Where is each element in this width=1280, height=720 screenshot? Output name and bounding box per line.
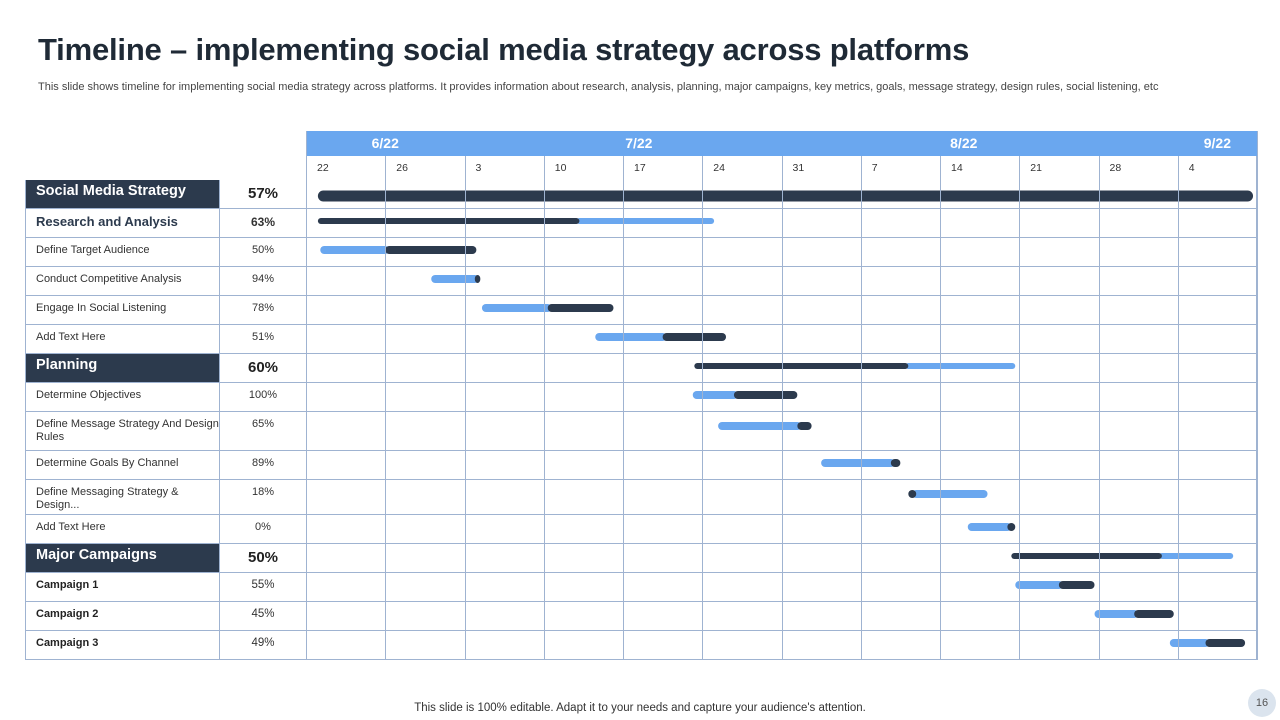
page-number: 16 [1248, 689, 1276, 717]
task-row: Define Messaging Strategy & Design... 18% [25, 480, 1257, 515]
section-row: Major Campaigns 50% [25, 544, 1257, 573]
task-row: Add Text Here 51% [25, 325, 1257, 354]
grid-line [860, 156, 862, 660]
task-row: Research and Analysis 63% [25, 209, 1257, 238]
task-row: Campaign 2 45% [25, 602, 1257, 631]
week-label: 31 [792, 162, 805, 174]
grid-line [1177, 156, 1179, 660]
month-label: 9/22 [1203, 135, 1231, 151]
grid-line [1257, 131, 1258, 660]
task-row: Campaign 3 49% [25, 631, 1257, 660]
footer-note: This slide is 100% editable. Adapt it to… [414, 702, 866, 714]
month-label: 6/22 [371, 135, 399, 151]
task-percent: 50% [219, 238, 306, 267]
task-percent: 45% [219, 602, 306, 631]
grid-line [385, 156, 387, 660]
task-name: Define Message Strategy And Design Rules [25, 412, 219, 451]
task-name: Conduct Competitive Analysis [25, 267, 219, 296]
grid-line [781, 156, 783, 660]
task-name: Research and Analysis [25, 209, 219, 238]
task-percent: 100% [219, 383, 306, 412]
task-row: Engage In Social Listening 78% [25, 296, 1257, 325]
task-percent: 18% [219, 480, 306, 515]
task-name: Determine Objectives [25, 383, 219, 412]
task-name: Campaign 3 [25, 631, 219, 660]
task-percent: 0% [219, 515, 306, 544]
week-label: 17 [634, 162, 646, 174]
task-percent: 78% [219, 296, 306, 325]
week-label: 24 [713, 162, 725, 174]
week-label: 3 [475, 162, 482, 174]
task-name: Engage In Social Listening [25, 296, 219, 325]
task-row: Add Text Here 0% [25, 515, 1257, 544]
task-percent: 63% [219, 209, 306, 238]
week-label: 7 [871, 162, 878, 174]
task-name: Campaign 2 [25, 602, 219, 631]
section-row: Social Media Strategy 57% [25, 180, 1257, 209]
grid-line [543, 156, 545, 660]
week-label: 14 [951, 162, 963, 174]
task-name: Define Messaging Strategy & Design... [25, 480, 219, 515]
week-header: 22 26 3 10 17 24 31 7 14 21 28 4 [306, 156, 1257, 180]
task-percent: 49% [219, 631, 306, 660]
grid-line [940, 156, 941, 660]
section-name: Social Media Strategy [25, 180, 219, 209]
task-percent: 60% [219, 354, 306, 383]
grid-line [464, 156, 466, 660]
task-percent: 50% [219, 544, 306, 573]
task-name: Add Text Here [25, 515, 219, 544]
task-row: Determine Goals By Channel 89% [25, 451, 1257, 480]
task-row: Define Message Strategy And Design Rules… [25, 412, 1257, 451]
grid-line [1098, 156, 1100, 660]
week-label: 4 [1188, 162, 1195, 174]
section-name: Planning [25, 354, 219, 383]
grid-line [702, 156, 704, 660]
month-label: 7/22 [625, 135, 653, 151]
slide-subtitle: This slide shows timeline for implementi… [38, 81, 1159, 93]
task-name: Add Text Here [25, 325, 219, 354]
task-row: Conduct Competitive Analysis 94% [25, 267, 1257, 296]
month-label: 8/22 [950, 135, 978, 151]
section-name: Major Campaigns [25, 544, 219, 573]
task-percent: 89% [219, 451, 306, 480]
task-row: Determine Objectives 100% [25, 383, 1257, 412]
task-name: Determine Goals By Channel [25, 451, 219, 480]
grid-line [306, 131, 307, 660]
month-header: 6/22 7/22 8/22 9/22 [306, 131, 1257, 156]
week-label: 21 [1030, 162, 1042, 174]
task-row: Campaign 1 55% [25, 573, 1257, 602]
slide-title: Timeline – implementing social media str… [38, 32, 970, 67]
task-percent: 57% [219, 180, 306, 209]
task-row: Define Target Audience 50% [25, 238, 1257, 267]
task-percent: 51% [219, 325, 306, 354]
week-label: 22 [317, 162, 329, 174]
task-percent: 65% [219, 412, 306, 451]
task-percent: 55% [219, 573, 306, 602]
week-label: 28 [1109, 162, 1122, 174]
task-name: Define Target Audience [25, 238, 219, 267]
section-row: Planning 60% [25, 354, 1257, 383]
grid-line [623, 156, 624, 660]
grid-line [1019, 156, 1021, 660]
week-label: 10 [554, 162, 567, 174]
task-name: Campaign 1 [25, 573, 219, 602]
task-percent: 94% [219, 267, 306, 296]
week-label: 26 [396, 162, 408, 174]
task-table: Social Media Strategy 57% Research and Ana… [25, 180, 1257, 662]
